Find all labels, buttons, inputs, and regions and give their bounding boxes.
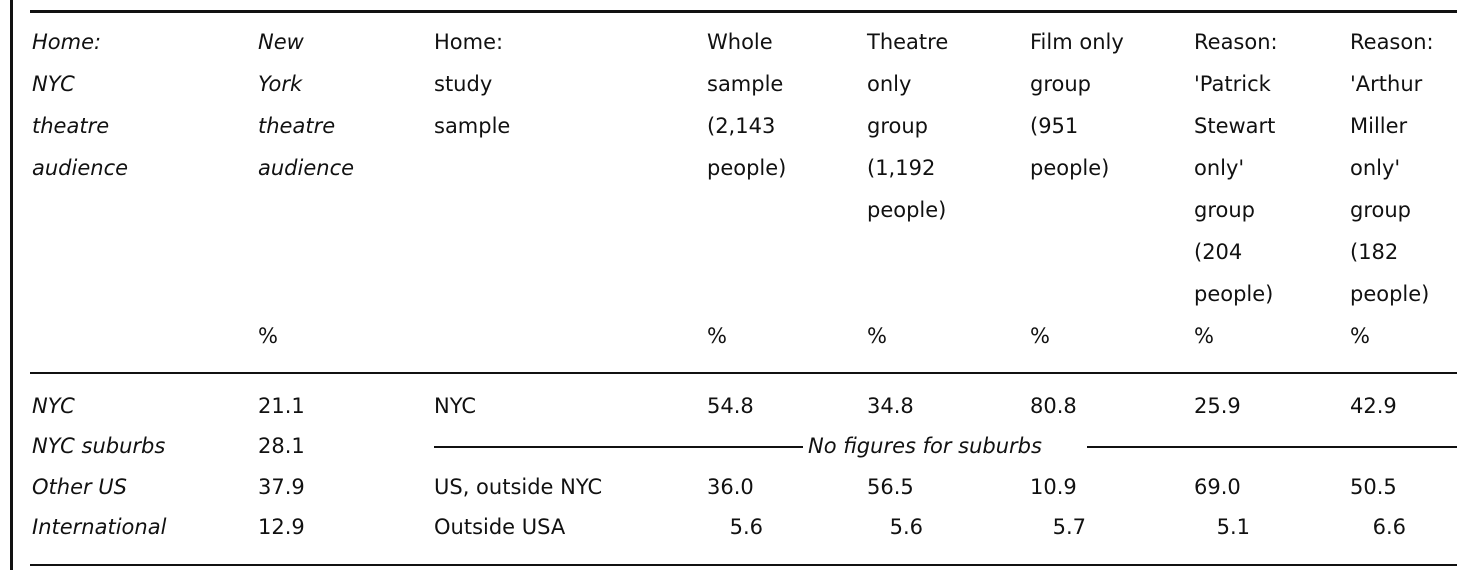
value-theatre-only-outside-usa: 5.6 bbox=[889, 515, 923, 539]
value-nyc-audience-other-us: 37.9 bbox=[258, 475, 305, 499]
header-col-arthur-miller: Reason: 'Arthur Miller only' group (182 … bbox=[1350, 30, 1434, 306]
header-col-theatre-only: Theatre only group (1,192 people) bbox=[867, 30, 949, 222]
header-col-home-nyc: Home: NYC theatre audience bbox=[32, 30, 129, 180]
value-nyc-audience-nyc: 21.1 bbox=[258, 394, 305, 418]
study-label-outside-nyc: US, outside NYC bbox=[434, 475, 603, 499]
value-film-only-outside-usa: 5.7 bbox=[1052, 515, 1086, 539]
value-patrick-stewart-nyc: 25.9 bbox=[1194, 394, 1241, 418]
header-col-whole-sample: Whole sample (2,143 people) bbox=[707, 30, 787, 180]
study-label-outside-usa: Outside USA bbox=[434, 515, 566, 539]
value-whole-sample-outside-nyc: 36.0 bbox=[707, 475, 754, 499]
header-col-home-study: Home: study sample bbox=[434, 30, 511, 138]
value-whole-sample-nyc: 54.8 bbox=[707, 394, 754, 418]
header-rule bbox=[30, 372, 1457, 374]
value-arthur-miller-outside-nyc: 50.5 bbox=[1350, 475, 1397, 499]
row-label-international: International bbox=[32, 515, 167, 539]
header-col-film-only: Film only group (951 people) bbox=[1030, 30, 1124, 180]
value-arthur-miller-outside-usa: 6.6 bbox=[1372, 515, 1406, 539]
unit-pct-whole-sample: % bbox=[707, 324, 727, 348]
value-film-only-nyc: 80.8 bbox=[1030, 394, 1077, 418]
no-figures-note: No figures for suburbs bbox=[808, 434, 1042, 458]
left-margin-bar bbox=[10, 0, 13, 570]
value-theatre-only-nyc: 34.8 bbox=[867, 394, 914, 418]
value-film-only-outside-nyc: 10.9 bbox=[1030, 475, 1077, 499]
value-whole-sample-outside-usa: 5.6 bbox=[729, 515, 763, 539]
value-theatre-only-outside-nyc: 56.5 bbox=[867, 475, 914, 499]
value-nyc-audience-suburbs: 28.1 bbox=[258, 434, 305, 458]
unit-pct-nyc-audience: % bbox=[258, 324, 278, 348]
value-patrick-stewart-outside-nyc: 69.0 bbox=[1194, 475, 1241, 499]
row-label-nyc: NYC bbox=[32, 394, 75, 418]
header-col-patrick-stewart: Reason: 'Patrick Stewart only' group (20… bbox=[1194, 30, 1278, 306]
no-figures-rule-right bbox=[1087, 446, 1457, 448]
unit-pct-patrick-stewart: % bbox=[1194, 324, 1214, 348]
row-label-other-us: Other US bbox=[32, 475, 128, 499]
study-label-nyc: NYC bbox=[434, 394, 477, 418]
row-label-nyc-suburbs: NYC suburbs bbox=[32, 434, 166, 458]
unit-pct-film-only: % bbox=[1030, 324, 1050, 348]
value-arthur-miller-nyc: 42.9 bbox=[1350, 394, 1397, 418]
value-nyc-audience-international: 12.9 bbox=[258, 515, 305, 539]
bottom-rule bbox=[30, 564, 1457, 566]
value-patrick-stewart-outside-usa: 5.1 bbox=[1216, 515, 1250, 539]
unit-pct-arthur-miller: % bbox=[1350, 324, 1370, 348]
header-col-nyc-audience: New York theatre audience bbox=[258, 30, 355, 180]
unit-pct-theatre-only: % bbox=[867, 324, 887, 348]
top-rule bbox=[30, 10, 1457, 13]
no-figures-rule-left bbox=[434, 446, 803, 448]
